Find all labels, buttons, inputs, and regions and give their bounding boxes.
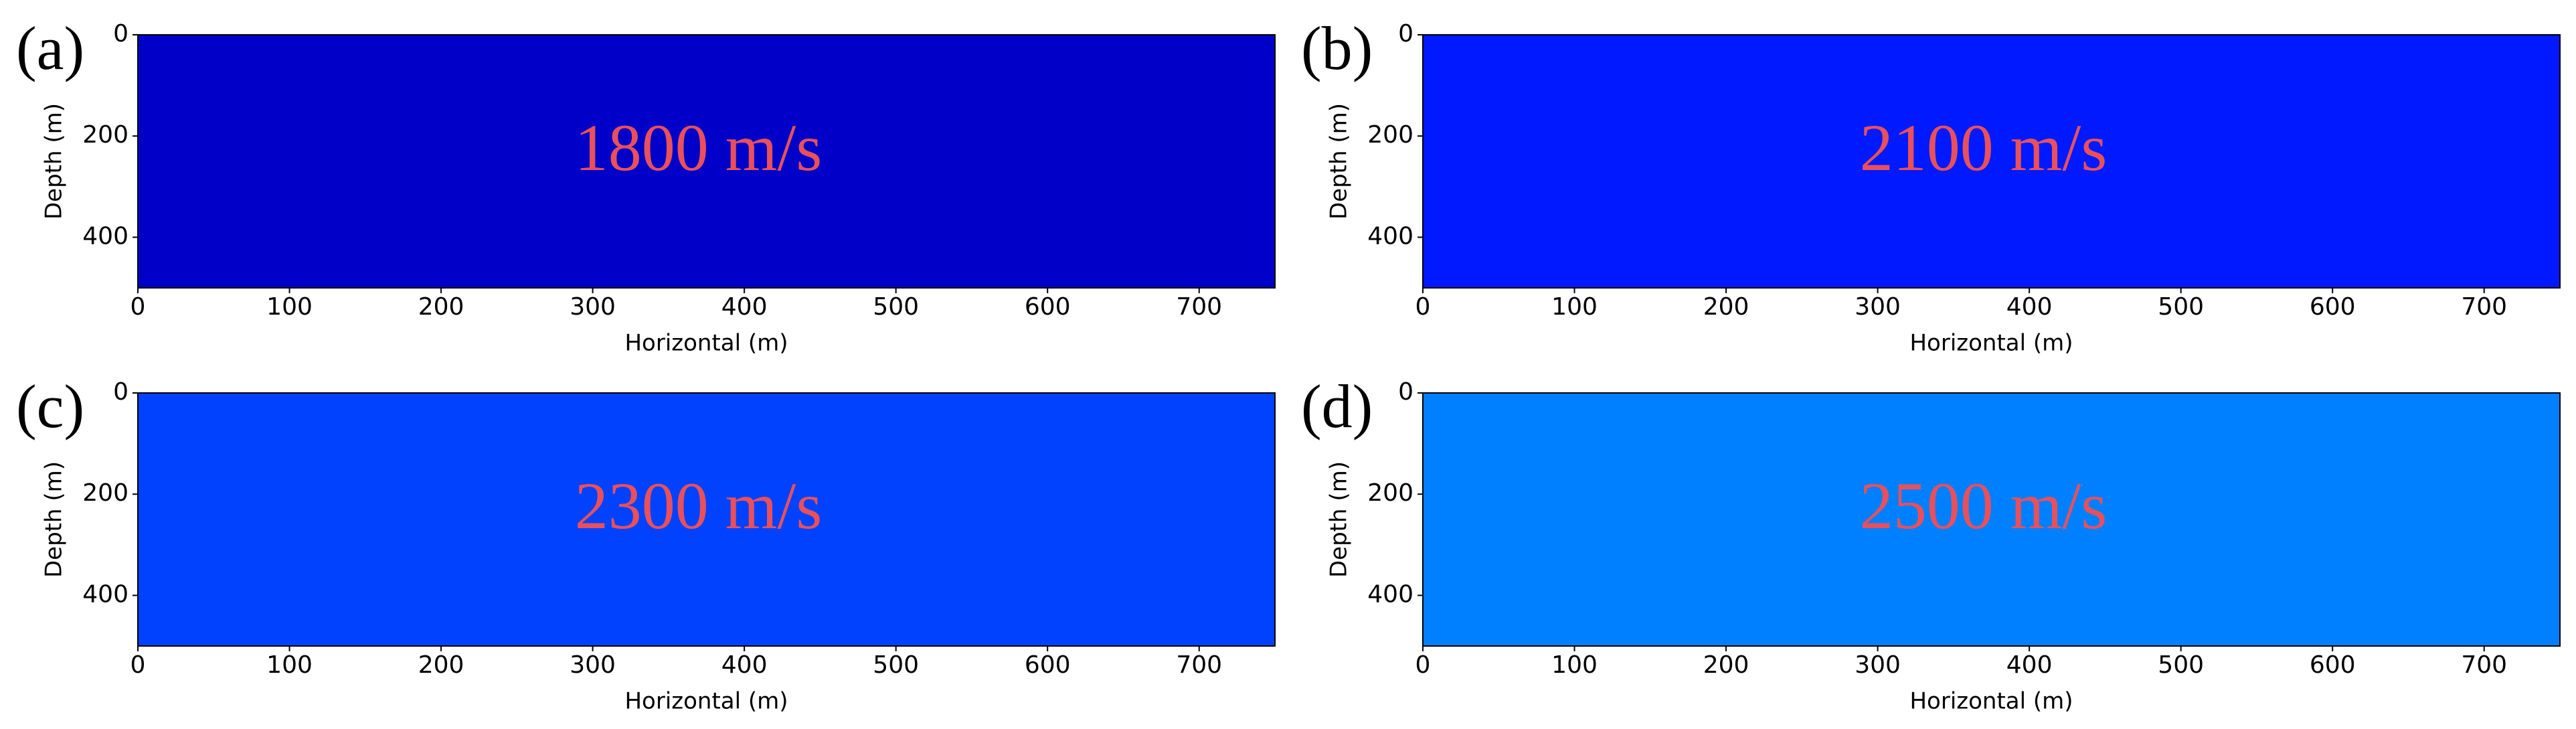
x-tick-label: 500 <box>2158 293 2204 321</box>
y-tick-label: 200 <box>1367 479 1413 507</box>
panel-label: (a) <box>16 14 84 82</box>
x-tick-label: 200 <box>418 293 464 321</box>
y-axis-label: Depth (m) <box>41 103 68 220</box>
y-tick-label: 0 <box>1398 20 1413 48</box>
velocity-annotation: 2500 m/s <box>1860 469 2107 543</box>
x-tick-label: 500 <box>2158 651 2204 679</box>
x-tick-label: 0 <box>1415 293 1431 321</box>
x-tick-label: 0 <box>131 651 146 679</box>
panel-label: (c) <box>16 372 84 440</box>
x-tick-label: 700 <box>2461 651 2507 679</box>
x-tick-label: 400 <box>2006 651 2053 679</box>
panel-label: (d) <box>1301 372 1373 440</box>
y-axis-label: Depth (m) <box>1326 461 1353 578</box>
x-tick-label: 600 <box>1025 651 1071 679</box>
x-tick-label: 600 <box>1025 293 1071 321</box>
y-tick-label: 0 <box>113 378 128 406</box>
x-tick-label: 600 <box>2310 293 2356 321</box>
x-tick-label: 100 <box>266 651 313 679</box>
y-tick-label: 200 <box>1367 121 1413 149</box>
x-tick-label: 300 <box>570 293 616 321</box>
x-tick-label: 200 <box>1703 293 1749 321</box>
y-tick-label: 400 <box>82 580 128 608</box>
x-tick-label: 600 <box>2310 651 2356 679</box>
x-tick-label: 100 <box>1551 293 1598 321</box>
x-tick-label: 100 <box>1551 651 1598 679</box>
x-tick-label: 0 <box>1415 651 1431 679</box>
x-tick-label: 300 <box>1855 651 1901 679</box>
velocity-field <box>1422 34 2561 289</box>
velocity-annotation: 2100 m/s <box>1860 110 2107 185</box>
y-axis-label: Depth (m) <box>41 461 68 578</box>
x-axis-label: Horizontal (m) <box>624 688 788 715</box>
x-tick-label: 500 <box>873 651 919 679</box>
y-tick-label: 400 <box>82 222 128 250</box>
x-tick-label: 100 <box>266 293 313 321</box>
velocity-field <box>137 392 1276 647</box>
x-tick-label: 400 <box>721 651 768 679</box>
velocity-field <box>1422 392 2561 647</box>
x-tick-label: 200 <box>418 651 464 679</box>
y-tick-label: 200 <box>82 121 128 149</box>
panel-label: (b) <box>1301 14 1373 82</box>
x-tick-label: 300 <box>570 651 616 679</box>
y-tick-label: 200 <box>82 479 128 507</box>
y-tick-label: 400 <box>1367 222 1413 250</box>
x-tick-label: 400 <box>2006 293 2053 321</box>
x-tick-label: 400 <box>721 293 768 321</box>
x-tick-label: 200 <box>1703 651 1749 679</box>
x-tick-label: 700 <box>1176 651 1222 679</box>
x-axis-label: Horizontal (m) <box>624 330 788 357</box>
x-tick-label: 700 <box>1176 293 1222 321</box>
x-tick-label: 300 <box>1855 293 1901 321</box>
x-axis-label: Horizontal (m) <box>1909 330 2073 357</box>
y-tick-label: 400 <box>1367 580 1413 608</box>
x-axis-label: Horizontal (m) <box>1909 688 2073 715</box>
y-tick-label: 0 <box>1398 378 1413 406</box>
velocity-annotation: 1800 m/s <box>575 110 822 185</box>
y-tick-label: 0 <box>113 20 128 48</box>
velocity-field <box>137 34 1276 289</box>
x-tick-label: 500 <box>873 293 919 321</box>
x-tick-label: 700 <box>2461 293 2507 321</box>
x-tick-label: 0 <box>131 293 146 321</box>
y-axis-label: Depth (m) <box>1326 103 1353 220</box>
velocity-annotation: 2300 m/s <box>575 469 822 543</box>
